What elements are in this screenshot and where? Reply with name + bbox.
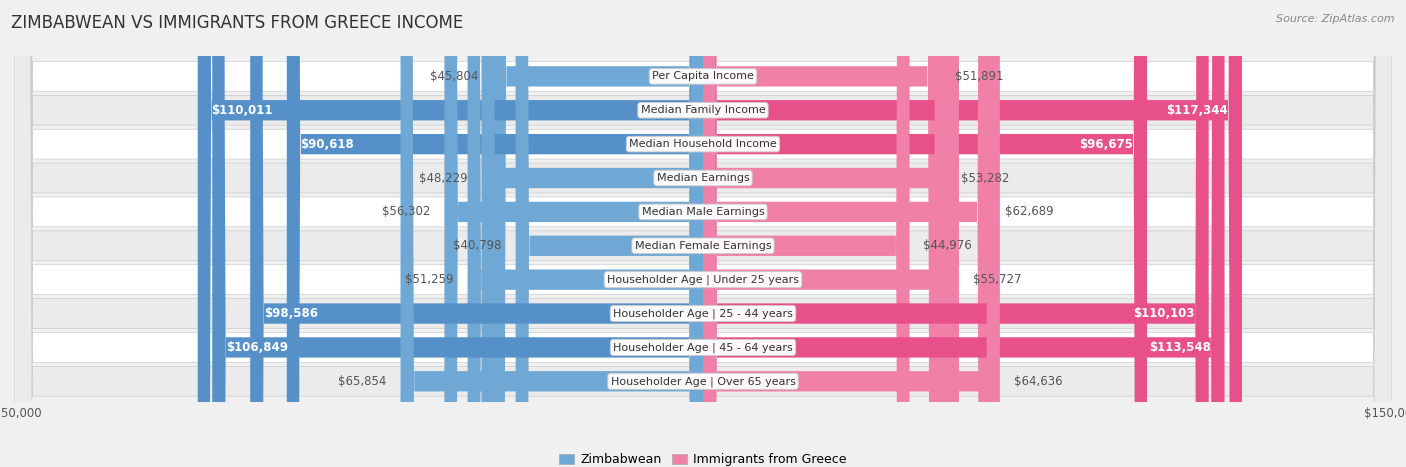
- Text: Householder Age | 45 - 64 years: Householder Age | 45 - 64 years: [613, 342, 793, 353]
- Text: Per Capita Income: Per Capita Income: [652, 71, 754, 81]
- Text: $98,586: $98,586: [264, 307, 318, 320]
- Text: $110,103: $110,103: [1133, 307, 1195, 320]
- FancyBboxPatch shape: [401, 0, 703, 467]
- Text: $117,344: $117,344: [1167, 104, 1229, 117]
- Text: Median Male Earnings: Median Male Earnings: [641, 207, 765, 217]
- Text: Median Female Earnings: Median Female Earnings: [634, 241, 772, 251]
- Text: Median Household Income: Median Household Income: [628, 139, 778, 149]
- FancyBboxPatch shape: [703, 0, 942, 467]
- FancyBboxPatch shape: [287, 0, 703, 467]
- FancyBboxPatch shape: [212, 0, 703, 467]
- Text: Householder Age | Over 65 years: Householder Age | Over 65 years: [610, 376, 796, 387]
- Text: $56,302: $56,302: [382, 205, 430, 219]
- FancyBboxPatch shape: [703, 0, 910, 467]
- Text: Householder Age | 25 - 44 years: Householder Age | 25 - 44 years: [613, 308, 793, 319]
- Text: $65,854: $65,854: [339, 375, 387, 388]
- FancyBboxPatch shape: [468, 0, 703, 467]
- FancyBboxPatch shape: [492, 0, 703, 467]
- Text: Median Earnings: Median Earnings: [657, 173, 749, 183]
- Text: $44,976: $44,976: [924, 239, 972, 252]
- FancyBboxPatch shape: [14, 0, 1392, 467]
- Text: Householder Age | Under 25 years: Householder Age | Under 25 years: [607, 275, 799, 285]
- Legend: Zimbabwean, Immigrants from Greece: Zimbabwean, Immigrants from Greece: [554, 448, 852, 467]
- FancyBboxPatch shape: [703, 0, 948, 467]
- Text: $45,804: $45,804: [430, 70, 479, 83]
- FancyBboxPatch shape: [14, 0, 1392, 467]
- FancyBboxPatch shape: [703, 0, 991, 467]
- Text: $62,689: $62,689: [1005, 205, 1053, 219]
- Text: $55,727: $55,727: [973, 273, 1021, 286]
- Text: $40,798: $40,798: [453, 239, 502, 252]
- FancyBboxPatch shape: [198, 0, 703, 467]
- FancyBboxPatch shape: [703, 0, 959, 467]
- FancyBboxPatch shape: [250, 0, 703, 467]
- FancyBboxPatch shape: [14, 0, 1392, 467]
- Text: $48,229: $48,229: [419, 171, 468, 184]
- Text: ZIMBABWEAN VS IMMIGRANTS FROM GREECE INCOME: ZIMBABWEAN VS IMMIGRANTS FROM GREECE INC…: [11, 14, 464, 32]
- Text: $64,636: $64,636: [1014, 375, 1063, 388]
- FancyBboxPatch shape: [14, 0, 1392, 467]
- FancyBboxPatch shape: [14, 0, 1392, 467]
- Text: $90,618: $90,618: [301, 138, 354, 151]
- Text: Source: ZipAtlas.com: Source: ZipAtlas.com: [1277, 14, 1395, 24]
- Text: $96,675: $96,675: [1080, 138, 1133, 151]
- FancyBboxPatch shape: [703, 0, 1209, 467]
- Text: $110,011: $110,011: [211, 104, 273, 117]
- Text: $51,259: $51,259: [405, 273, 454, 286]
- FancyBboxPatch shape: [444, 0, 703, 467]
- Text: $106,849: $106,849: [226, 341, 288, 354]
- FancyBboxPatch shape: [481, 0, 703, 467]
- Text: Median Family Income: Median Family Income: [641, 105, 765, 115]
- FancyBboxPatch shape: [14, 0, 1392, 467]
- Text: $113,548: $113,548: [1149, 341, 1211, 354]
- FancyBboxPatch shape: [14, 0, 1392, 467]
- FancyBboxPatch shape: [703, 0, 1241, 467]
- FancyBboxPatch shape: [14, 0, 1392, 467]
- FancyBboxPatch shape: [703, 0, 1147, 467]
- FancyBboxPatch shape: [703, 0, 1000, 467]
- FancyBboxPatch shape: [14, 0, 1392, 467]
- FancyBboxPatch shape: [703, 0, 1225, 467]
- Text: $53,282: $53,282: [962, 171, 1010, 184]
- FancyBboxPatch shape: [14, 0, 1392, 467]
- Text: $51,891: $51,891: [955, 70, 1004, 83]
- FancyBboxPatch shape: [516, 0, 703, 467]
